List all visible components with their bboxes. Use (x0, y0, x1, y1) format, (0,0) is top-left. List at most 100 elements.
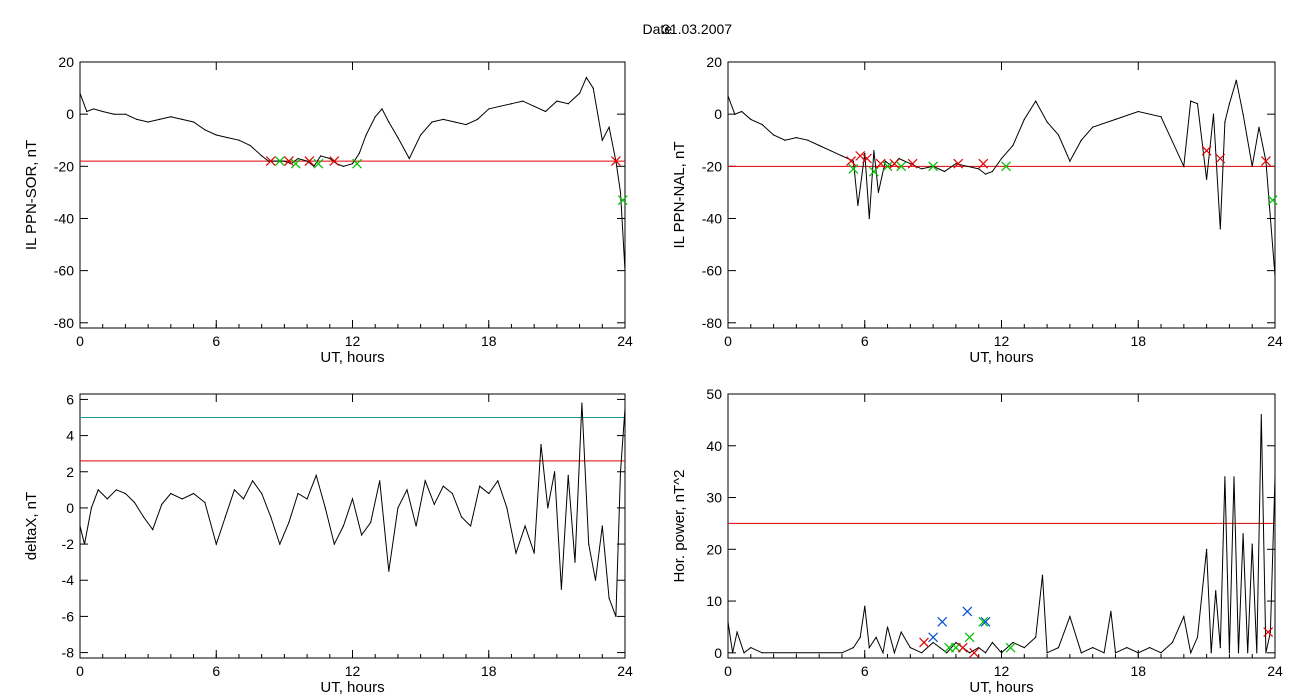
event-marker-red (1263, 627, 1274, 638)
data-point (567, 474, 569, 476)
data-point (978, 168, 980, 170)
x-tick-label: 0 (76, 663, 84, 679)
series-line (727, 414, 1276, 655)
data-point (795, 652, 797, 654)
y-tick-label: 2 (66, 464, 74, 480)
event-marker-red (1201, 145, 1212, 156)
data-point (1219, 647, 1221, 649)
data-point (224, 516, 226, 518)
data-point (1269, 631, 1272, 633)
event-marker-green (1005, 642, 1016, 653)
date-label: Date: (643, 21, 676, 37)
data-point (86, 110, 88, 113)
event-marker-green (882, 161, 893, 172)
data-point (469, 525, 472, 527)
data-point (1023, 118, 1025, 120)
data-point (1069, 160, 1071, 162)
data-point (406, 489, 408, 491)
data-point (283, 160, 285, 162)
x-tick-label: 18 (1130, 663, 1146, 679)
data-point (1215, 590, 1217, 592)
data-point (909, 163, 911, 165)
data-point (370, 521, 372, 523)
date-value: 31.03.2007 (662, 21, 732, 37)
y-tick-label: -2 (62, 536, 75, 552)
event-marker-blue (937, 616, 948, 627)
data-point (329, 157, 331, 160)
event-marker-red (907, 158, 918, 169)
data-point (946, 652, 948, 654)
data-point (1012, 144, 1014, 147)
data-point (1251, 543, 1253, 545)
data-point (497, 480, 499, 482)
data-point (451, 492, 454, 495)
data-point (420, 134, 422, 136)
data-point (1196, 636, 1199, 638)
y-tick-label: -20 (702, 158, 722, 174)
data-point (795, 137, 797, 139)
data-point (727, 621, 729, 623)
data-point (1237, 652, 1240, 654)
data-point (1210, 652, 1212, 654)
data-point (556, 100, 558, 102)
plot-frame (727, 393, 1276, 659)
data-point (524, 525, 526, 527)
data-point (1046, 121, 1048, 123)
y-tick-label: 50 (706, 386, 722, 402)
data-point (515, 552, 517, 554)
data-point (1149, 647, 1151, 649)
data-point (984, 652, 987, 654)
x-tick-label: 6 (212, 663, 220, 679)
data-point (297, 492, 299, 495)
data-point (619, 191, 622, 193)
data-point (1057, 647, 1060, 649)
x-tick-label: 6 (861, 663, 869, 679)
data-point (772, 134, 775, 136)
data-point (807, 139, 809, 141)
data-point (388, 121, 390, 123)
x-tick-label: 24 (1267, 333, 1283, 349)
data-point (900, 631, 902, 633)
data-point (991, 641, 993, 644)
data-point (567, 103, 569, 105)
data-point (932, 641, 934, 644)
data-point (306, 160, 308, 162)
data-point (1224, 121, 1226, 123)
data-point (594, 579, 597, 581)
y-axis-label: IL PPN-NAL, nT (671, 142, 688, 249)
data-point (1057, 134, 1060, 136)
data-point (170, 492, 172, 495)
y-tick-label: -80 (54, 315, 74, 331)
data-point (1126, 647, 1128, 649)
data-point (1242, 533, 1244, 535)
event-marker-blue (962, 606, 973, 617)
data-point (898, 157, 900, 160)
y-tick-label: -40 (54, 210, 74, 226)
data-point (841, 652, 843, 654)
data-point (261, 155, 263, 157)
data-point (424, 480, 426, 482)
event-marker-red (862, 153, 872, 164)
event-marker-red (919, 637, 929, 648)
data-point (736, 631, 738, 633)
y-axis-label: deltaX, nT (23, 492, 40, 560)
data-point (1190, 100, 1192, 102)
data-point (1069, 615, 1071, 618)
data-point (152, 529, 154, 531)
data-point (893, 652, 895, 654)
data-point (476, 118, 478, 120)
data-point (506, 507, 508, 509)
data-point (818, 652, 820, 654)
data-point (852, 647, 854, 649)
event-marker-red (329, 156, 340, 167)
y-tick-label: 20 (58, 54, 74, 70)
data-point (320, 155, 322, 157)
data-point (1219, 228, 1221, 230)
y-axis-label: IL PPN-SOR, nT (23, 140, 40, 250)
x-axis-label: UT, hours (320, 679, 384, 696)
data-point (1160, 652, 1162, 654)
data-point (886, 626, 889, 628)
data-point (943, 170, 946, 173)
data-point (522, 100, 524, 102)
data-point (358, 152, 360, 154)
